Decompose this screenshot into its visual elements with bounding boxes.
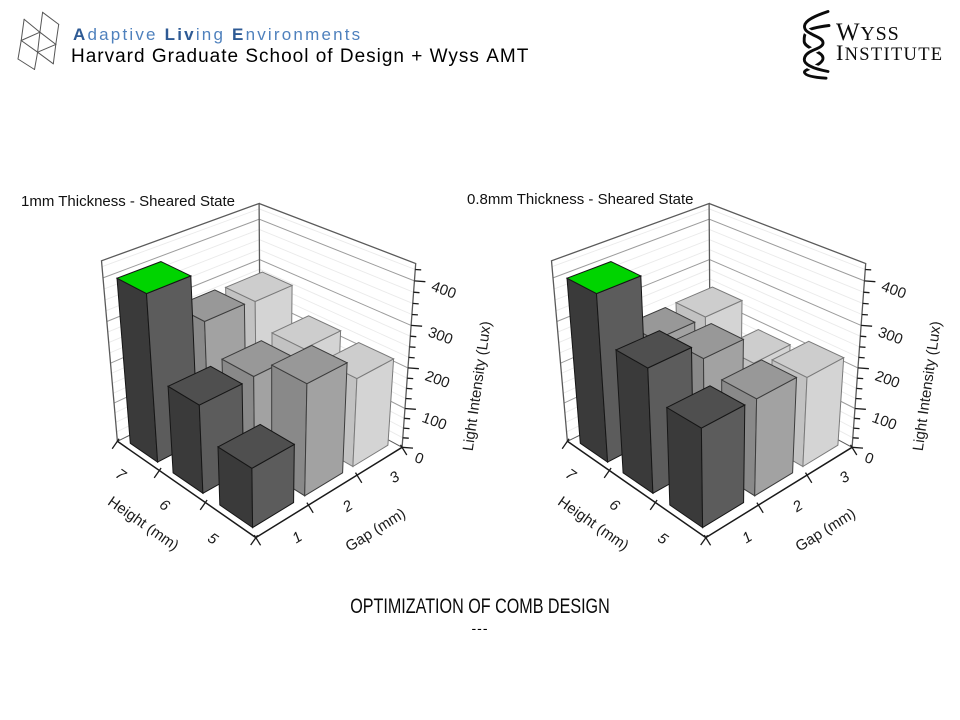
- svg-text:7: 7: [112, 466, 129, 485]
- svg-text:Light Intensity (Lux): Light Intensity (Lux): [910, 320, 945, 452]
- svg-text:5: 5: [204, 530, 221, 549]
- svg-text:5: 5: [654, 530, 671, 549]
- svg-text:100: 100: [420, 409, 449, 434]
- svg-text:0: 0: [412, 449, 426, 468]
- svg-text:6: 6: [606, 496, 623, 515]
- svg-text:6: 6: [156, 496, 173, 515]
- svg-text:300: 300: [426, 324, 455, 349]
- svg-text:Light Intensity (Lux): Light Intensity (Lux): [460, 320, 495, 452]
- svg-text:200: 200: [873, 367, 902, 392]
- svg-text:200: 200: [423, 367, 452, 392]
- svg-text:100: 100: [870, 409, 899, 434]
- svg-text:1mm Thickness - Sheared State: 1mm Thickness - Sheared State: [21, 193, 235, 210]
- svg-text:1: 1: [289, 528, 305, 547]
- svg-text:2: 2: [789, 497, 806, 517]
- svg-text:1: 1: [739, 528, 755, 547]
- svg-text:3: 3: [387, 468, 404, 487]
- svg-text:300: 300: [876, 324, 905, 349]
- svg-text:3: 3: [837, 468, 854, 487]
- svg-text:2: 2: [339, 497, 356, 517]
- svg-text:0: 0: [862, 449, 876, 468]
- svg-text:400: 400: [879, 278, 908, 303]
- svg-text:0.8mm Thickness - Sheared Stat: 0.8mm Thickness - Sheared State: [467, 191, 694, 208]
- svg-text:7: 7: [562, 466, 579, 485]
- svg-text:400: 400: [429, 278, 458, 303]
